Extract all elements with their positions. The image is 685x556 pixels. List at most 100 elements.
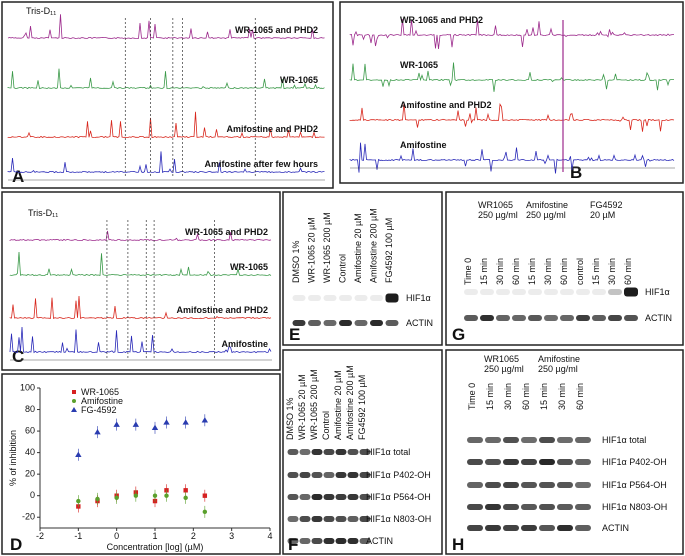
blot-band [359,449,371,455]
lane-label: Control [338,254,348,283]
blot-band [521,459,537,465]
blot-band [557,437,573,443]
point [75,451,82,457]
group-dose: 250 µg/ml [484,364,524,374]
row-label: HIF1α P564-OH [602,480,667,490]
blot-band [557,525,573,531]
blot-band [335,449,347,455]
legend-marker [71,407,77,412]
blot-band [575,504,591,510]
group-name: WR1065 [484,354,519,364]
blot-band [287,516,299,522]
lane-label: 60 min [511,258,521,285]
y-tick-label: 20 [25,469,35,479]
panel-label: D [10,535,22,554]
blot-band [299,516,311,522]
row-label: ACTIN [406,318,433,328]
lane-label: 15 min [527,258,537,285]
spectrum-trace [7,111,325,139]
blot-band [575,525,591,531]
lane-label: Amifostine 200 µM [369,208,379,283]
lane-label: 30 min [543,258,553,285]
point [183,495,188,501]
blot-band [323,538,335,544]
blot-band [608,289,622,295]
blot-band [496,289,510,295]
blot-band [560,289,574,295]
legend-label: Amifostine [81,396,123,406]
y-tick-label: 100 [20,383,35,393]
point [94,428,101,435]
blot-band [557,482,573,488]
panel-frame [1,191,281,371]
row-label: HIF1α total [366,447,410,457]
blot-band [308,295,321,301]
y-axis-label: % of inhibition [8,430,18,486]
blot-band [467,525,483,531]
lane-label: DMSO 1% [291,240,301,283]
blot-band [323,472,335,478]
blot-band [335,472,347,478]
blot-band [485,437,501,443]
spectrum-trace [9,295,272,320]
blot-band [624,315,638,321]
lane-label: Control [321,411,331,440]
group-name: WR1065 [478,200,513,210]
spectrum-trace [349,142,675,174]
lane-label: control [575,258,585,285]
blot-band [480,315,494,321]
point [95,496,100,502]
blot-band [539,504,555,510]
group-dose: 250 µg/ml [526,210,566,220]
blot-band [323,516,335,522]
blot-band [467,437,483,443]
group-dose: 20 µM [590,210,615,220]
blot-band [539,482,555,488]
lane-label: 30 min [495,258,505,285]
lane-label: 30 min [557,383,567,410]
point [152,493,158,498]
y-tick-label: -20 [22,512,35,522]
trace-label: WR-1065 [230,262,268,272]
point [133,493,139,498]
group-dose: 250 µg/ml [478,210,518,220]
panel-frame [445,349,684,555]
lane-label: Amifostine 20 µM [333,370,343,440]
blot-band [339,295,352,301]
blot-band [287,494,299,500]
blot-band [359,472,371,478]
row-label: HIF1α P564-OH [366,492,431,502]
lane-label: 15 min [591,258,601,285]
blot-band [335,516,347,522]
spectrum-trace [349,19,675,50]
blot-band [467,504,483,510]
blot-band [292,320,306,326]
spectrum-trace [9,251,272,277]
x-tick-label: -1 [74,531,82,541]
spectrum-trace [349,102,675,132]
blot-band [608,315,622,321]
point [163,419,170,425]
blot-band [292,295,306,301]
blot-band [544,315,558,321]
lane-label: 60 min [623,258,633,285]
blot-band [311,538,323,544]
panel-label: E [289,325,300,344]
row-label: ACTIN [645,313,672,323]
x-tick-label: 1 [152,531,157,541]
spectrum-trace [7,68,325,90]
lane-label: WR-1065 200 µM [322,212,332,283]
group-name: FG4592 [590,200,623,210]
y-tick-label: 0 [30,490,35,500]
blot-band [370,295,383,301]
blot-band [354,320,368,326]
lane-label: 60 min [559,258,569,285]
panel-frame [1,1,334,189]
panel-label: G [452,325,465,344]
blot-band [539,437,555,443]
blot-band [385,293,399,303]
trace-label: Amifostine and PHD2 [226,124,318,134]
blot-band [347,449,359,455]
blot-band [299,494,311,500]
point [182,419,189,425]
